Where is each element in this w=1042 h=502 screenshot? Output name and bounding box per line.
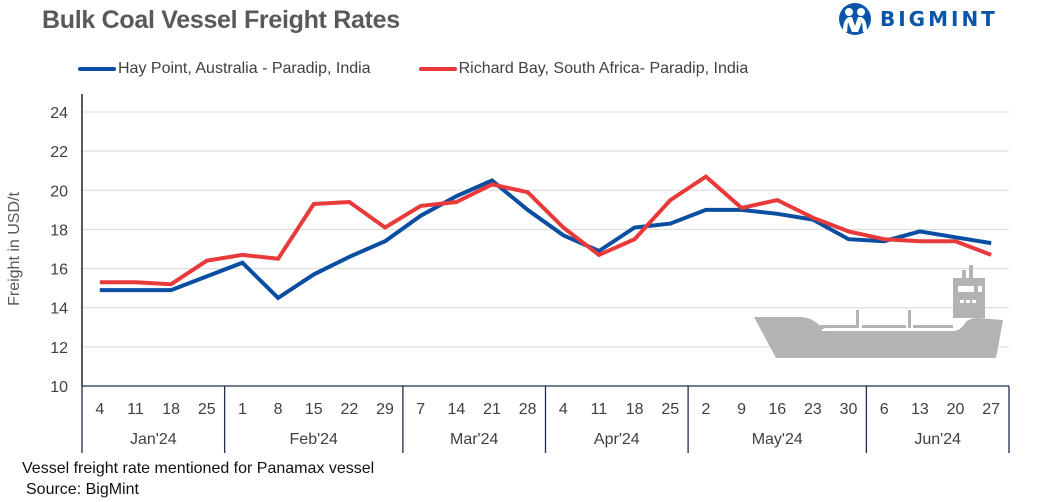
x-tick-label: 29 <box>376 401 394 418</box>
x-tick-label: 18 <box>162 401 180 418</box>
x-group-label: Mar'24 <box>450 431 499 448</box>
x-tick-label: 2 <box>701 401 710 418</box>
x-tick-label: 11 <box>591 401 608 418</box>
x-tick-label: 4 <box>559 401 568 418</box>
x-tick-label: 25 <box>198 401 216 418</box>
y-tick-label: 18 <box>50 222 68 239</box>
x-tick-label: 18 <box>626 401 644 418</box>
x-tick-label: 16 <box>768 401 786 418</box>
x-tick-label: 25 <box>661 401 679 418</box>
bigmint-logo: BIGMINT <box>838 2 998 36</box>
legend-swatch-red <box>418 67 457 71</box>
x-tick-label: 28 <box>519 401 537 418</box>
logo-text: BIGMINT <box>880 7 998 31</box>
x-group-label: Apr'24 <box>594 431 640 448</box>
x-axis: 4 11 18 25 1 8 15 22 29 7 14 21 28 4 11 18 25 2 9 16 23 30 6 13… <box>81 385 1010 453</box>
chart-legend: Hay Point, Australia - Paradip, India Ri… <box>78 60 796 78</box>
x-group-label: Feb'24 <box>290 431 339 448</box>
x-tick-label: 20 <box>947 401 965 418</box>
footnote: Vessel freight rate mentioned for Panama… <box>22 458 374 500</box>
x-group-label: Jun'24 <box>914 431 961 448</box>
legend-label: Richard Bay, South Africa- Paradip, Indi… <box>458 60 749 77</box>
x-tick-label: 15 <box>305 401 323 418</box>
x-tick-label: 11 <box>127 401 144 418</box>
x-tick-label: 14 <box>447 401 465 418</box>
gridlines <box>82 111 1009 348</box>
bigmint-people-icon <box>839 3 871 35</box>
x-tick-label: 27 <box>982 401 1000 418</box>
series-line-0 <box>99 178 992 301</box>
series-lines <box>99 174 992 301</box>
series-line-1 <box>99 174 992 287</box>
chart-title: Bulk Coal Vessel Freight Rates <box>42 6 400 34</box>
y-tick-label: 10 <box>50 379 68 396</box>
y-tick-label: 14 <box>50 301 68 318</box>
x-tick-label: 1 <box>238 401 247 418</box>
footnote-note: Vessel freight rate mentioned for Panama… <box>22 460 375 477</box>
x-tick-label: 6 <box>880 401 889 418</box>
x-group-label: May'24 <box>752 431 803 448</box>
y-tick-label: 16 <box>50 262 68 279</box>
x-group-label: Jan'24 <box>130 431 177 448</box>
y-tick-label: 12 <box>50 340 68 357</box>
legend-swatch-blue <box>78 67 116 71</box>
y-tick-label: 20 <box>50 183 68 200</box>
x-tick-label: 22 <box>341 401 359 418</box>
x-tick-label: 7 <box>416 401 425 418</box>
footnote-source: Source: BigMint <box>26 481 139 498</box>
y-tick-label: 22 <box>50 144 68 161</box>
x-tick-label: 4 <box>95 401 104 418</box>
x-tick-label: 9 <box>737 401 746 418</box>
x-tick-label: 13 <box>911 401 929 418</box>
x-tick-label: 8 <box>274 401 283 418</box>
legend-item-richard-bay: Richard Bay, South Africa- Paradip, Indi… <box>418 60 749 78</box>
y-tick-label: 24 <box>50 105 68 122</box>
cargo-ship-icon <box>754 265 1003 358</box>
legend-label: Hay Point, Australia - Paradip, India <box>118 60 371 77</box>
x-tick-label: 21 <box>483 401 501 418</box>
x-tick-label: 23 <box>804 401 822 418</box>
x-tick-label: 30 <box>840 401 858 418</box>
legend-item-hay-point: Hay Point, Australia - Paradip, India <box>78 60 371 78</box>
y-axis-ticks: 10 12 14 16 18 20 22 24 <box>50 105 68 396</box>
